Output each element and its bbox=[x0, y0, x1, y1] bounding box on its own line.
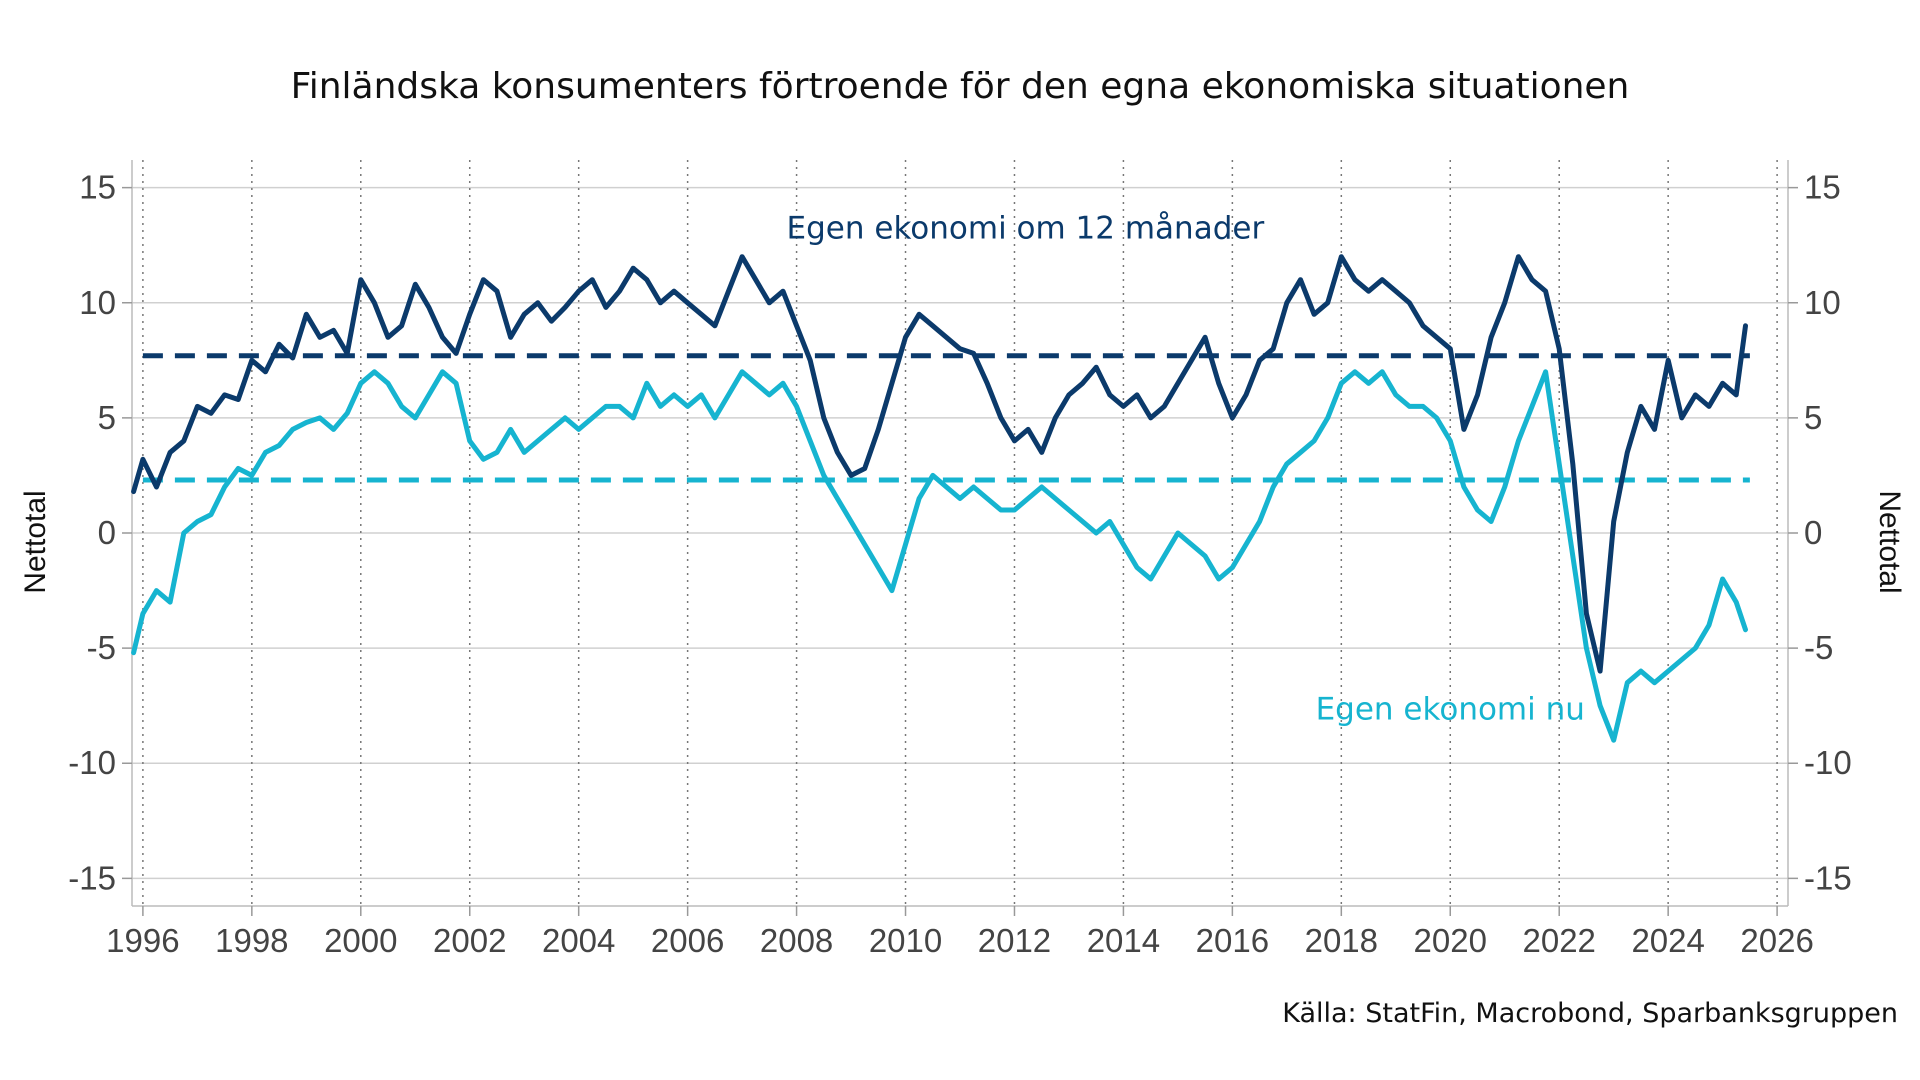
x-tick-label: 2010 bbox=[869, 922, 942, 959]
y-tick-label-left: -5 bbox=[87, 629, 116, 666]
y-tick-label-right: 0 bbox=[1804, 514, 1822, 551]
x-tick-label: 2016 bbox=[1196, 922, 1269, 959]
y-axis-right-title: Nettotal bbox=[1873, 490, 1906, 593]
average-lines bbox=[142, 353, 1750, 483]
y-axis-right-ticks: 15 10 5 0 -5 -10 -15 bbox=[1788, 169, 1852, 896]
chart-title: Finländska konsumenters förtroende för d… bbox=[290, 66, 1630, 107]
x-tick-label: 2024 bbox=[1631, 922, 1704, 959]
x-tick-label: 2026 bbox=[1740, 922, 1813, 959]
x-tick-label: 1998 bbox=[215, 922, 288, 959]
y-tick-label-left: -15 bbox=[68, 859, 116, 896]
y-tick-label-left: 0 bbox=[98, 514, 116, 551]
x-tick-label: 2000 bbox=[324, 922, 397, 959]
y-tick-label-right: -15 bbox=[1804, 859, 1852, 896]
x-tick-label: 2008 bbox=[760, 922, 833, 959]
x-tick-label: 2020 bbox=[1414, 922, 1487, 959]
series-labels: Egen ekonomi om 12 månader Egen ekonomi n… bbox=[787, 210, 1585, 727]
x-tick-label: 2018 bbox=[1305, 922, 1378, 959]
x-tick-label: 2014 bbox=[1087, 922, 1160, 959]
y-tick-label-right: 5 bbox=[1804, 399, 1822, 436]
x-tick-label: 2012 bbox=[978, 922, 1051, 959]
y-tick-label-left: 15 bbox=[79, 169, 116, 206]
y-axis-left-ticks: 15 10 5 0 -5 -10 -15 bbox=[68, 169, 132, 896]
horizontal-gridlines bbox=[132, 186, 1788, 880]
series-label-future: Egen ekonomi om 12 månader bbox=[787, 210, 1265, 246]
vertical-gridlines bbox=[142, 160, 1778, 906]
y-tick-label-right: 15 bbox=[1804, 169, 1841, 206]
series-line-now bbox=[131, 369, 1748, 743]
y-tick-label-left: 10 bbox=[79, 284, 116, 321]
y-tick-label-right: -10 bbox=[1804, 744, 1852, 781]
y-axis-left-title: Nettotal bbox=[19, 490, 52, 593]
x-tick-label: 2022 bbox=[1522, 922, 1595, 959]
series-label-now: Egen ekonomi nu bbox=[1316, 692, 1585, 728]
y-tick-label-left: 5 bbox=[98, 399, 116, 436]
x-axis-ticks: 1996 1998 2000 2002 2004 2006 2008 2010 2012 2014… bbox=[106, 906, 1814, 959]
x-tick-label: 2004 bbox=[542, 922, 615, 959]
y-tick-label-right: 10 bbox=[1804, 284, 1841, 321]
y-tick-label-right: -5 bbox=[1804, 629, 1833, 666]
series-lines bbox=[131, 254, 1748, 743]
x-tick-label: 2006 bbox=[651, 922, 724, 959]
y-tick-label-left: -10 bbox=[68, 744, 116, 781]
x-tick-label: 2002 bbox=[433, 922, 506, 959]
series-line-future bbox=[131, 254, 1748, 674]
x-tick-label: 1996 bbox=[106, 922, 179, 959]
source-note: Källa: StatFin, Macrobond, Sparbanksgrup… bbox=[1282, 998, 1898, 1029]
